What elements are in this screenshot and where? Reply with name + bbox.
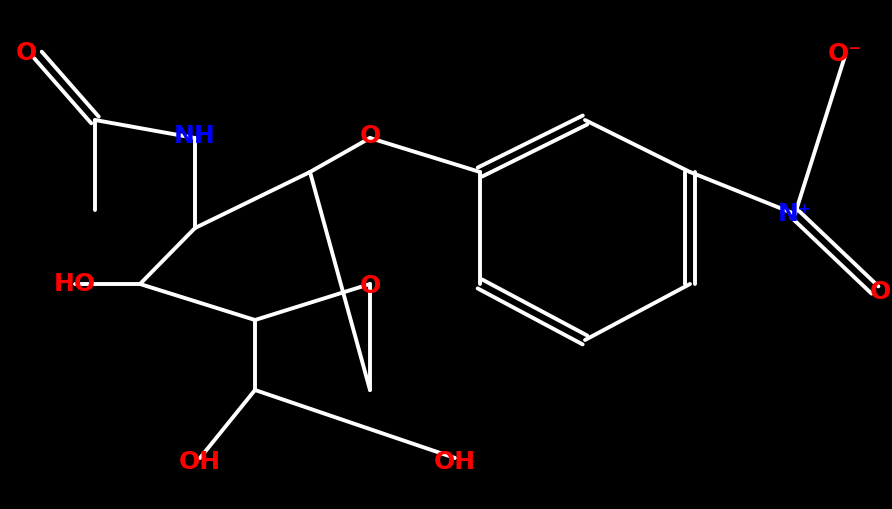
Text: O: O — [359, 124, 381, 148]
Text: O: O — [15, 41, 37, 65]
Text: OH: OH — [179, 450, 221, 474]
Text: O⁻: O⁻ — [828, 42, 863, 66]
Text: O: O — [870, 280, 890, 304]
Text: O: O — [359, 274, 381, 298]
Text: NH: NH — [174, 124, 216, 148]
Text: OH: OH — [434, 450, 476, 474]
Text: N⁺: N⁺ — [778, 202, 812, 226]
Text: HO: HO — [54, 272, 96, 296]
